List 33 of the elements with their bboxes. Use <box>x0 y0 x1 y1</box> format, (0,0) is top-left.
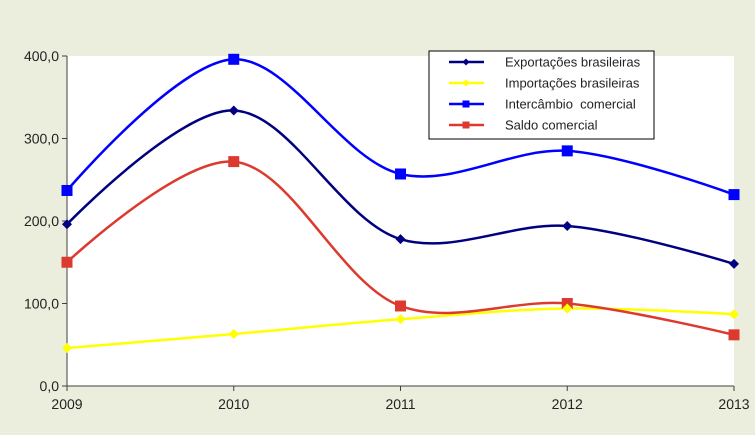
point <box>562 303 572 314</box>
y-tick-label: 0,0 <box>40 378 60 394</box>
y-tick-label: 200,0 <box>24 212 60 229</box>
point <box>228 54 240 65</box>
x-tick-label: 2011 <box>385 396 416 412</box>
y-tick-label: 100,0 <box>24 295 60 312</box>
point <box>228 156 240 168</box>
point <box>729 309 739 320</box>
point <box>62 343 72 354</box>
point <box>562 220 572 231</box>
point <box>396 314 406 324</box>
point <box>728 329 740 340</box>
x-tick-label: 2013 <box>718 396 750 412</box>
x-tick-label: 2012 <box>552 396 584 412</box>
point <box>395 168 406 180</box>
point <box>728 189 740 200</box>
point <box>562 145 573 156</box>
point <box>62 184 72 196</box>
legend-label: Intercâmbio comercial <box>505 96 636 112</box>
point <box>395 300 406 312</box>
point <box>228 329 239 340</box>
point <box>228 105 239 116</box>
legend-label: Saldo comercial <box>505 118 598 133</box>
point <box>396 234 406 244</box>
point <box>62 219 72 230</box>
x-tick-label: 2010 <box>218 396 250 412</box>
y-tick-label: 400,0 <box>24 48 60 64</box>
legend-label: Importações brasileiras <box>505 76 640 91</box>
point <box>729 258 739 269</box>
legend-label: Exportações brasileiras <box>505 54 641 70</box>
y-tick-label: 300,0 <box>24 130 60 146</box>
x-tick-label: 2009 <box>51 396 83 412</box>
point <box>62 256 72 268</box>
